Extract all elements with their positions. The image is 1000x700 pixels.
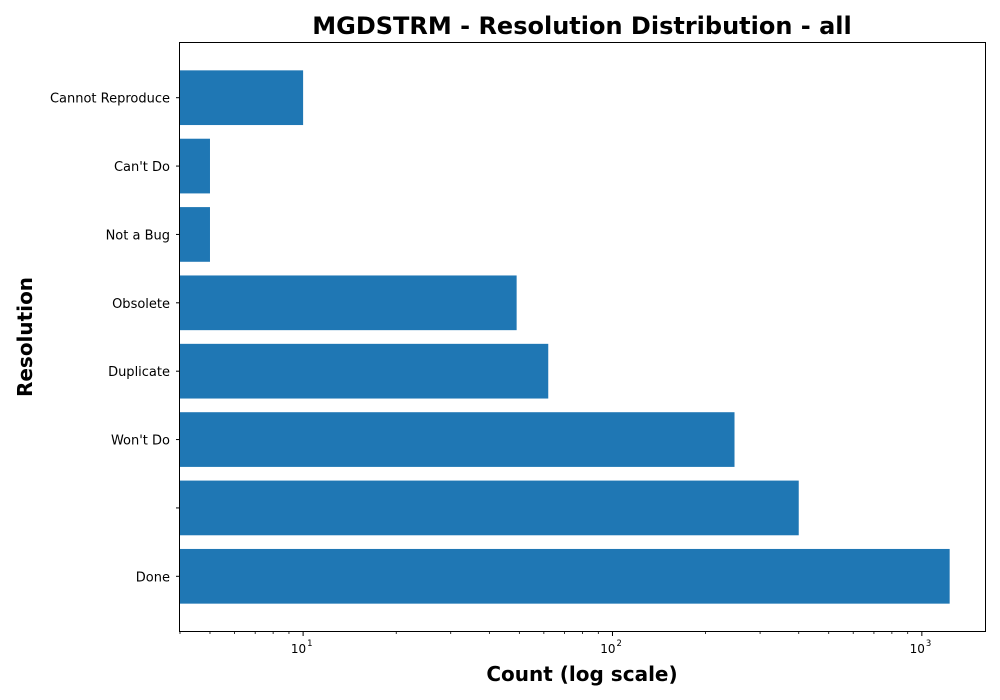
y-tick-label: Not a Bug <box>106 228 170 243</box>
bar <box>180 412 735 467</box>
bar <box>180 70 304 126</box>
y-tick-label: Won't Do <box>111 434 170 449</box>
x-tick-label-exponent: 3 <box>926 639 931 649</box>
y-tick-label: Obsolete <box>112 297 170 312</box>
bar <box>180 343 549 399</box>
y-tick-label: Done <box>136 570 170 585</box>
bar <box>180 275 517 331</box>
x-tick-label-base: 10 <box>291 642 306 656</box>
bar <box>180 138 210 194</box>
bar <box>180 480 799 536</box>
x-tick-label-exponent: 2 <box>616 639 621 649</box>
x-axis-ticks: 10 1 10 2 10 3 <box>179 631 932 656</box>
y-axis-ticks: Done Won't Do Duplicate Obsolete Not a Bug Ca… <box>50 92 180 585</box>
x-tick-label: 10 1 <box>291 639 313 656</box>
y-tick-label: Duplicate <box>108 365 170 380</box>
plot-frame <box>179 42 986 632</box>
x-tick-label-base: 10 <box>910 642 925 656</box>
x-tick-label-base: 10 <box>600 642 615 656</box>
bar <box>180 548 950 604</box>
bar <box>180 207 210 262</box>
y-axis-label: Resolution <box>13 277 37 397</box>
bars-group <box>180 70 950 604</box>
x-tick-label-exponent: 1 <box>307 639 312 649</box>
x-axis-label: Count (log scale) <box>486 662 677 686</box>
x-tick-label: 10 2 <box>600 639 622 656</box>
x-tick-label: 10 3 <box>910 639 932 656</box>
y-tick-label: Can't Do <box>114 160 170 175</box>
y-tick-label: Cannot Reproduce <box>50 92 170 107</box>
chart-title: MGDSTRM - Resolution Distribution - all <box>312 12 852 40</box>
